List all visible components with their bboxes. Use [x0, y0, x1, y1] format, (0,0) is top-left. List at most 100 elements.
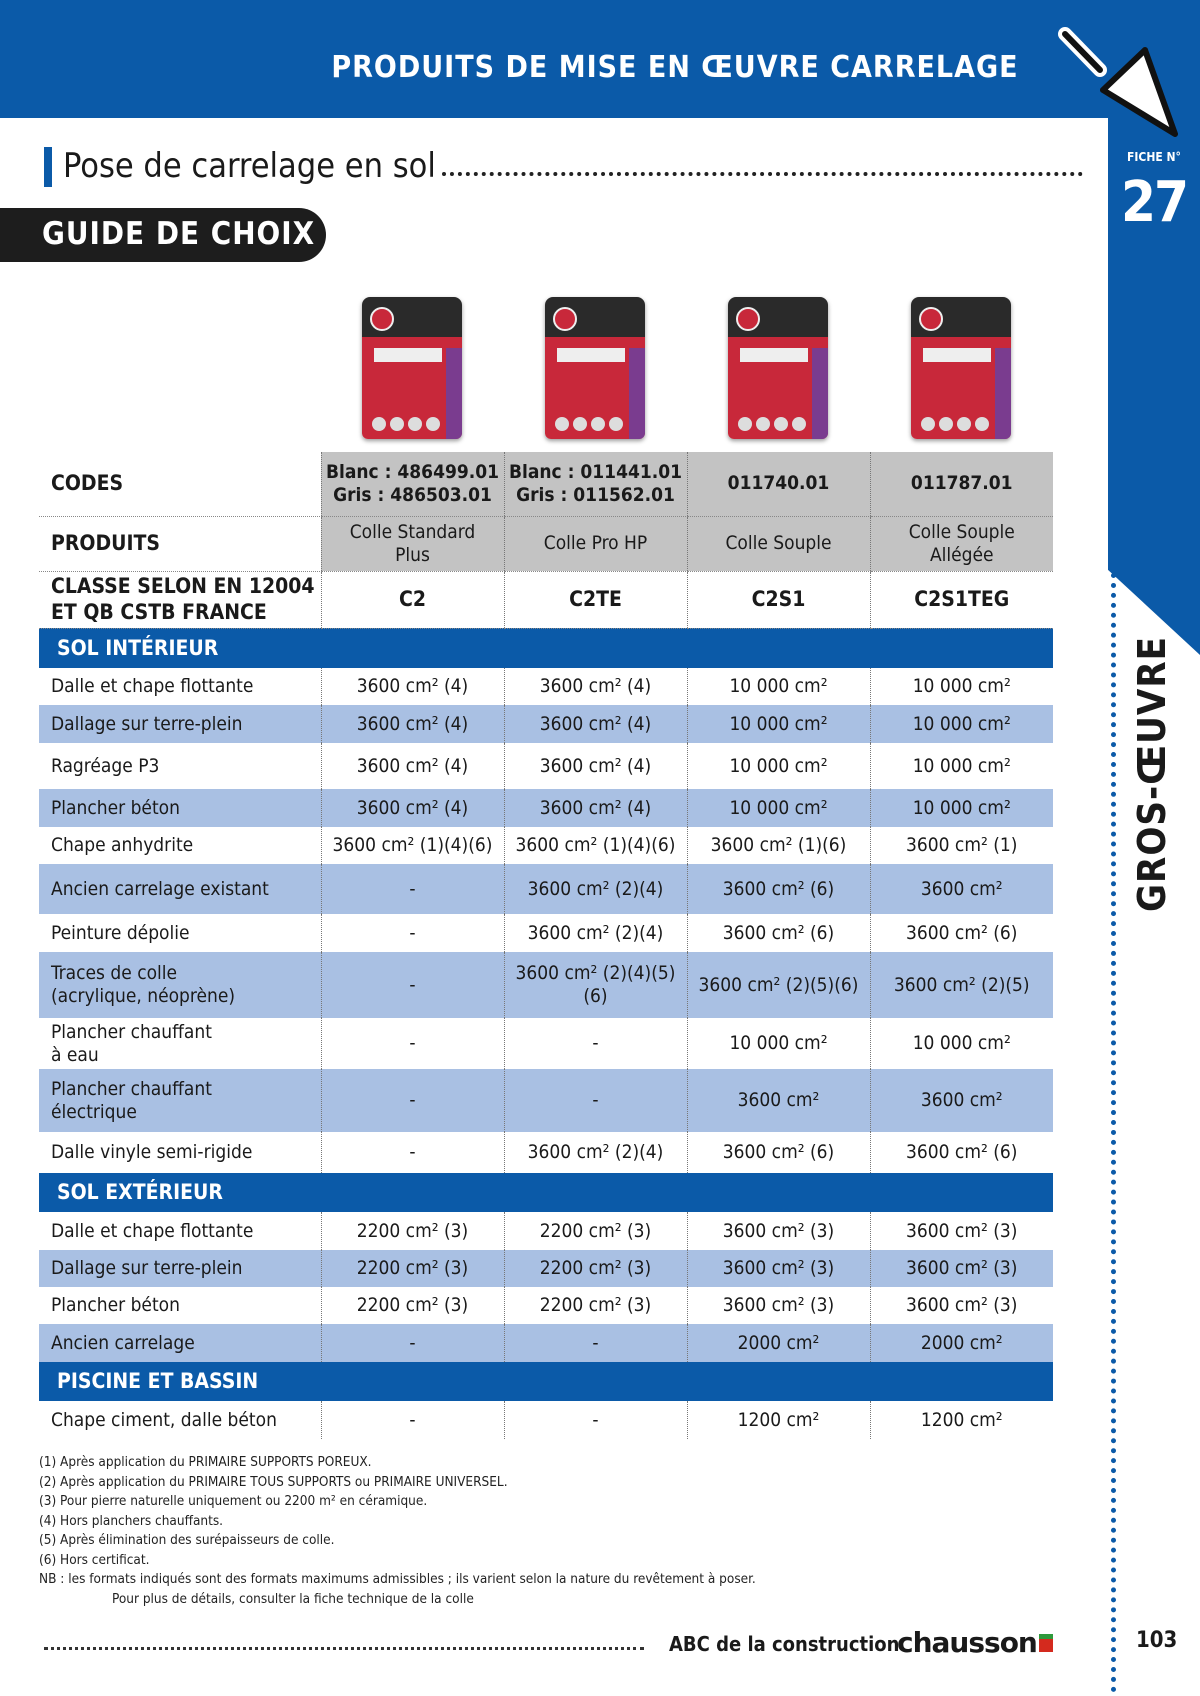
- table-cell: 3600 cm² (3): [869, 1287, 1053, 1324]
- section-title-text: Pose de carrelage en sol: [63, 146, 436, 186]
- fiche-number: 27: [1120, 170, 1189, 235]
- brand-text: chausson: [897, 1626, 1038, 1659]
- table-row: Plancher béton 3600 cm² (4) 3600 cm² (4) 10…: [39, 789, 1053, 827]
- table-cell: -: [503, 1324, 687, 1362]
- table-cell: 3600 cm² (1)(4)(6): [503, 827, 687, 864]
- table-row: Dalle et chape flottante 3600 cm² (4) 3600…: [39, 668, 1053, 705]
- header-cell: C2S1TEG: [869, 571, 1053, 629]
- table-cell: 10 000 cm²: [686, 1018, 870, 1069]
- side-dotted-line: [1111, 573, 1116, 1693]
- table-cell: 2200 cm² (3): [320, 1212, 504, 1250]
- table-cell: 2200 cm² (3): [503, 1212, 687, 1250]
- table-cell: 3600 cm² (4): [503, 705, 687, 743]
- row-label: Dallage sur terre-plein: [39, 705, 321, 743]
- footnote: Pour plus de détails, consulter la fiche…: [112, 1590, 474, 1607]
- table-cell: 3600 cm²: [869, 864, 1053, 914]
- table-cell: 3600 cm² (6): [869, 1132, 1053, 1173]
- product-image-colle-standard-plus: [362, 297, 462, 439]
- footer-dotted-line: [44, 1647, 644, 1650]
- row-label: Ragréage P3: [51, 754, 160, 777]
- table-row: Dalle vinyle semi-rigide -3600 cm² (2)(4)…: [39, 1132, 1053, 1173]
- header-cell: 011787.01: [869, 452, 1053, 517]
- table-cell: 3600 cm² (6): [869, 914, 1053, 952]
- product-image-colle-souple: [728, 297, 828, 439]
- table-cell: 3600 cm² (1): [869, 827, 1053, 864]
- dotted-leader: [441, 146, 1083, 176]
- footnote: (3) Pour pierre naturelle uniquement ou …: [39, 1493, 428, 1509]
- table-cell: 3600 cm² (1)(6): [686, 827, 870, 864]
- table-cell: 3600 cm² (4): [503, 789, 687, 827]
- table-row: Ragréage P3 3600 cm² (4) 3600 cm² (4) 10 00…: [39, 743, 1053, 789]
- table-cell: 10 000 cm²: [686, 789, 870, 827]
- side-label: GROS-ŒUVRE: [1130, 635, 1174, 913]
- table-cell: 3600 cm² (1)(4)(6): [320, 827, 504, 864]
- table-cell: -: [503, 1401, 687, 1439]
- table-cell: -: [320, 1401, 504, 1439]
- table-cell: -: [320, 1069, 504, 1132]
- row-label: PRODUITS: [39, 516, 321, 572]
- row-label: Plancher béton: [39, 789, 321, 827]
- table-cell: -: [320, 1132, 504, 1173]
- table-row: Dallage sur terre-plein 3600 cm² (4) 3600 …: [39, 705, 1053, 743]
- guide-badge: GUIDE DE CHOIX: [0, 208, 326, 262]
- table-cell: 3600 cm² (4): [503, 743, 687, 789]
- table-cell: 3600 cm² (2)(4): [503, 864, 687, 914]
- table-cell: 3600 cm² (2)(5)(6): [686, 952, 870, 1018]
- table-cell: 10 000 cm²: [869, 1018, 1053, 1069]
- table-cell: 3600 cm² (4): [503, 668, 687, 705]
- row-label: Ancien carrelage: [39, 1324, 321, 1362]
- row-label: Dalle et chape flottante: [51, 675, 254, 698]
- table-cell: 10 000 cm²: [686, 668, 870, 705]
- table-cell: -: [503, 1069, 687, 1132]
- footnotes: (1) Après application du PRIMAIRE SUPPOR…: [39, 1453, 756, 1609]
- section-band: SOL INTÉRIEUR: [39, 628, 1053, 668]
- table-cell: 3600 cm² (2)(4)(5)(6): [503, 952, 687, 1018]
- row-label: Chape anhydrite: [51, 834, 194, 857]
- section-band: PISCINE ET BASSIN: [39, 1362, 1053, 1401]
- publication-name: ABC de la construction: [669, 1632, 900, 1656]
- table-cell: 3600 cm² (3): [686, 1212, 870, 1250]
- page-number: 103: [1136, 1628, 1178, 1653]
- table-cell: -: [503, 1018, 687, 1069]
- table-cell: 1200 cm²: [869, 1401, 1053, 1439]
- brand-house-icon: [1038, 1634, 1053, 1652]
- footnote: NB : les formats indiqués sont des forma…: [39, 1571, 756, 1587]
- table-row: Chape anhydrite 3600 cm² (1)(4)(6) 3600 cm…: [39, 827, 1053, 864]
- section-title: Pose de carrelage en sol: [63, 146, 1083, 186]
- row-label: Peinture dépolie: [51, 921, 190, 944]
- footnote: (5) Après élimination des surépaisseurs …: [39, 1532, 335, 1548]
- row-label: Plancher béton: [51, 1294, 180, 1317]
- header-cell: Blanc : 011441.01 Gris : 011562.01: [503, 452, 687, 517]
- table-row: Traces de colle (acrylique, néoprène) -36…: [39, 952, 1053, 1018]
- trowel-icon: [1058, 27, 1178, 137]
- header-row: CODES Blanc : 486499.01 Gris : 486503.01 B…: [39, 452, 1053, 517]
- table-cell: 3600 cm²: [686, 1069, 870, 1132]
- table-cell: 10 000 cm²: [686, 743, 870, 789]
- row-label: Chape ciment, dalle béton: [51, 1408, 277, 1431]
- row-label: CODES: [39, 452, 321, 517]
- table-cell: -: [320, 914, 504, 952]
- table-cell: 3600 cm² (6): [686, 914, 870, 952]
- row-label: CLASSE SELON EN 12004 ET QB CSTB FRANCE: [39, 571, 321, 629]
- table-cell: 10 000 cm²: [686, 705, 870, 743]
- header-cell: C2S1: [686, 571, 870, 629]
- table-cell: 10 000 cm²: [869, 743, 1053, 789]
- table-row: Ancien carrelage - -2000 cm² 2000 cm²: [39, 1324, 1053, 1362]
- table-cell: 10 000 cm²: [869, 789, 1053, 827]
- table-cell: 3600 cm² (2)(4): [503, 914, 687, 952]
- table-cell: 2000 cm²: [686, 1324, 870, 1362]
- table-cell: 3600 cm² (3): [869, 1250, 1053, 1287]
- footnote: (1) Après application du PRIMAIRE SUPPOR…: [39, 1454, 372, 1470]
- header-cell: C2TE: [503, 571, 687, 629]
- table-cell: 3600 cm² (4): [320, 743, 504, 789]
- table-cell: -: [320, 952, 504, 1018]
- header-cell: Colle Souple: [686, 516, 870, 572]
- table-row: Chape ciment, dalle béton - -1200 cm² 1200 …: [39, 1401, 1053, 1439]
- footnote: (2) Après application du PRIMAIRE TOUS S…: [39, 1473, 508, 1490]
- table-row: Ancien carrelage existant -3600 cm² (2)(4…: [39, 864, 1053, 914]
- table-cell: 3600 cm² (4): [320, 705, 504, 743]
- table-cell: 2000 cm²: [869, 1324, 1053, 1362]
- table-cell: 3600 cm² (3): [686, 1287, 870, 1324]
- section-title: SOL EXTÉRIEUR: [39, 1173, 1053, 1212]
- header-cell: C2: [320, 571, 504, 629]
